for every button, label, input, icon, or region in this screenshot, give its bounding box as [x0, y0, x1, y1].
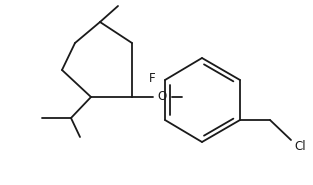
Text: Cl: Cl: [294, 139, 305, 152]
Text: O: O: [157, 90, 167, 103]
Text: F: F: [149, 71, 155, 85]
